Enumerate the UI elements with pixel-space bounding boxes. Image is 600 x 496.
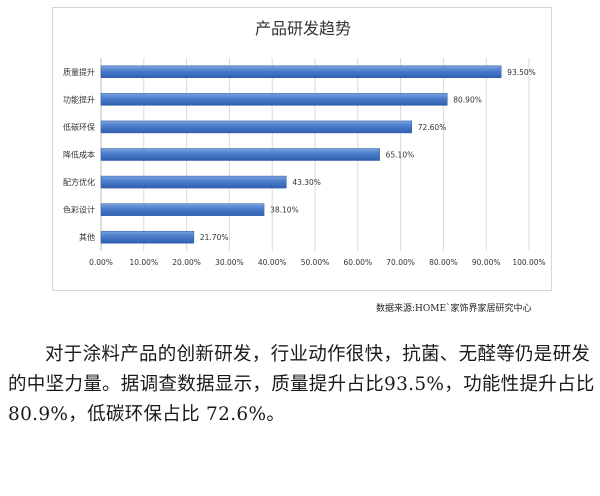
category-label: 其他 (79, 232, 95, 242)
category-label: 色彩设计 (63, 205, 95, 215)
bar (100, 230, 195, 244)
x-tick-label: 50.00% (301, 258, 330, 267)
data-label: 21.70% (200, 233, 229, 242)
bar (100, 175, 287, 189)
data-label: 65.10% (386, 151, 415, 160)
category-label: 降低成本 (63, 150, 95, 160)
x-tick-label: 20.00% (172, 258, 201, 267)
bar (100, 65, 502, 79)
x-tick-label: 60.00% (343, 258, 372, 267)
x-tick-label: 100.00% (512, 258, 545, 267)
x-tick-label: 30.00% (215, 258, 244, 267)
bar-chart: 产品研发趋势 质量提升 93.50% 功能提升 80.90% 低碳环保 72.60% 降低成… (63, 19, 546, 267)
x-tick-label: 70.00% (386, 258, 415, 267)
data-label: 43.30% (292, 178, 321, 187)
bar (100, 120, 412, 134)
data-label: 80.90% (453, 95, 482, 104)
body-paragraph: 对于涂料产品的创新研发，行业动作很快，抗菌、无醛等仍是研发的中坚力量。据调查数据… (8, 344, 595, 425)
x-tick-label: 90.00% (472, 258, 501, 267)
bar (100, 148, 380, 161)
chart-frame: 产品研发趋势 质量提升 93.50% 功能提升 80.90% 低碳环保 72.60% 降低成… (52, 7, 552, 291)
chart-title: 产品研发趋势 (255, 19, 351, 38)
body-text: 对于涂料产品的创新研发，行业动作很快，抗菌、无醛等仍是研发的中坚力量。据调查数据… (8, 340, 596, 430)
category-label: 功能提升 (63, 94, 95, 104)
bar (100, 93, 448, 106)
category-label: 质量提升 (63, 67, 95, 77)
data-label: 72.60% (418, 123, 447, 132)
x-tick-label: 10.00% (129, 258, 158, 267)
data-label: 38.10% (270, 206, 299, 215)
x-tick-label: 80.00% (429, 258, 458, 267)
bar (100, 203, 265, 216)
source-note: 数据来源:HOME`家饰界家居研究中心 (376, 304, 532, 314)
data-label: 93.50% (507, 68, 536, 77)
category-label: 配方优化 (63, 177, 95, 187)
category-label: 低碳环保 (63, 122, 95, 132)
x-tick-label: 40.00% (258, 258, 287, 267)
x-tick-label: 0.00% (89, 258, 113, 267)
